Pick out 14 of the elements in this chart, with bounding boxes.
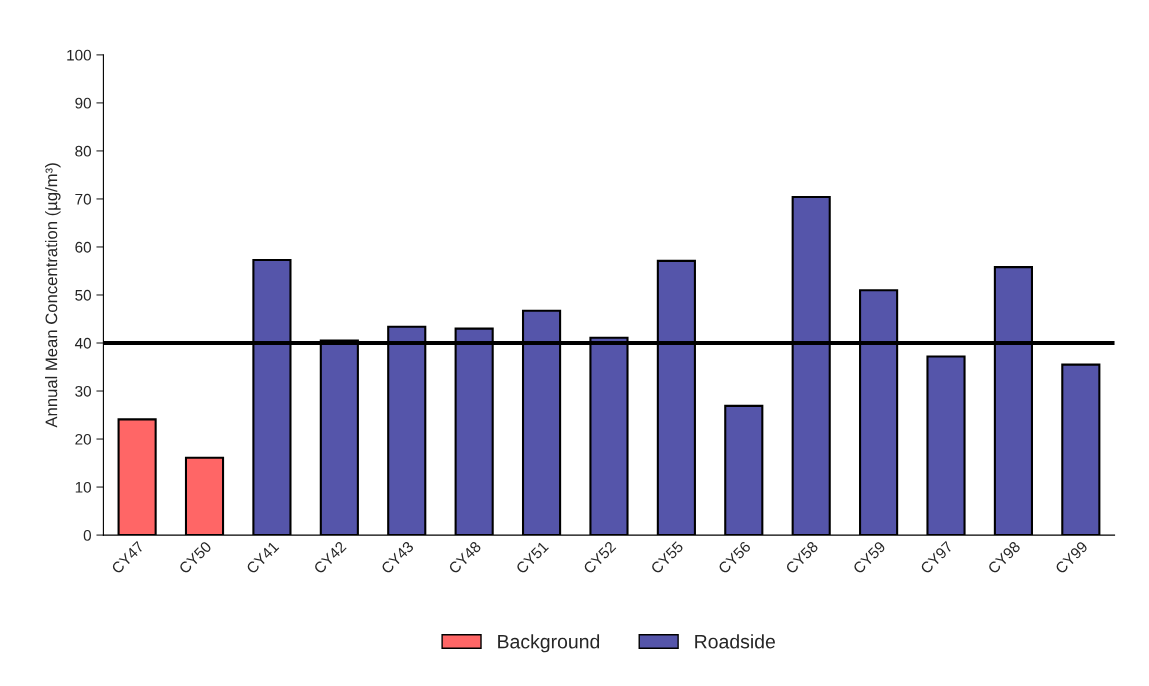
y-tick-label: 100 bbox=[67, 49, 92, 61]
y-tick-label: 70 bbox=[75, 193, 92, 205]
y-tick-label: 30 bbox=[75, 385, 92, 397]
y-tick-label: 60 bbox=[75, 241, 92, 253]
y-tick-label: 10 bbox=[75, 481, 92, 493]
legend-label: Roadside bbox=[695, 634, 775, 649]
y-tick-label: 40 bbox=[74, 337, 92, 349]
y-tick-label: 0 bbox=[83, 529, 92, 541]
y-tick-label: 50 bbox=[75, 289, 92, 301]
y-axis-title: Annual Mean Concentration (µg/m³) bbox=[45, 163, 61, 428]
y-tick-label: 90 bbox=[75, 97, 92, 109]
legend-label: Background bbox=[498, 634, 600, 653]
y-tick-label: 80 bbox=[75, 145, 92, 157]
y-tick-label: 20 bbox=[75, 433, 92, 445]
